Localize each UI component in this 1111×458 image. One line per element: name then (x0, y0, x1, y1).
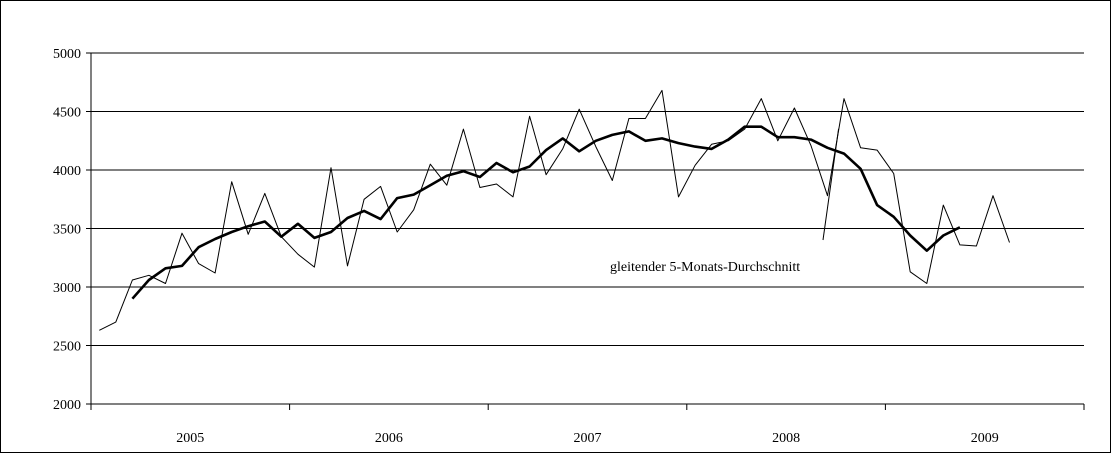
annotations: gleitender 5-Monats-Durchschnitt (610, 128, 840, 275)
x-tick-label-year: 2008 (772, 431, 800, 446)
series-monthly-line (99, 89, 1010, 331)
x-tick-label-year: 2007 (574, 431, 602, 446)
x-tick-label-year: 2005 (176, 431, 204, 446)
series-moving-average-line (131, 125, 961, 300)
axes (86, 52, 1085, 410)
y-tick-label: 2000 (53, 398, 81, 413)
y-tick-label: 5000 (53, 47, 81, 62)
y-tick-label: 2500 (53, 340, 81, 355)
annotation-leader-line (822, 128, 840, 241)
y-tick-label: 3500 (53, 223, 81, 238)
y-tick-label: 4000 (53, 164, 81, 179)
x-tick-label-year: 2009 (971, 431, 999, 446)
y-tick-label: 4500 (53, 106, 81, 121)
y-tick-label: 3000 (53, 281, 81, 296)
x-tick-labels: 2005 2006 2007 2008 2009 (176, 431, 998, 446)
y-tick-labels: 2000 2500 3000 3500 4000 4500 5000 (53, 47, 81, 413)
gridlines (91, 52, 1084, 346)
series-lines (99, 89, 1010, 331)
annotation-label: gleitender 5-Monats-Durchschnitt (610, 260, 800, 275)
x-tick-label-year: 2006 (375, 431, 403, 446)
